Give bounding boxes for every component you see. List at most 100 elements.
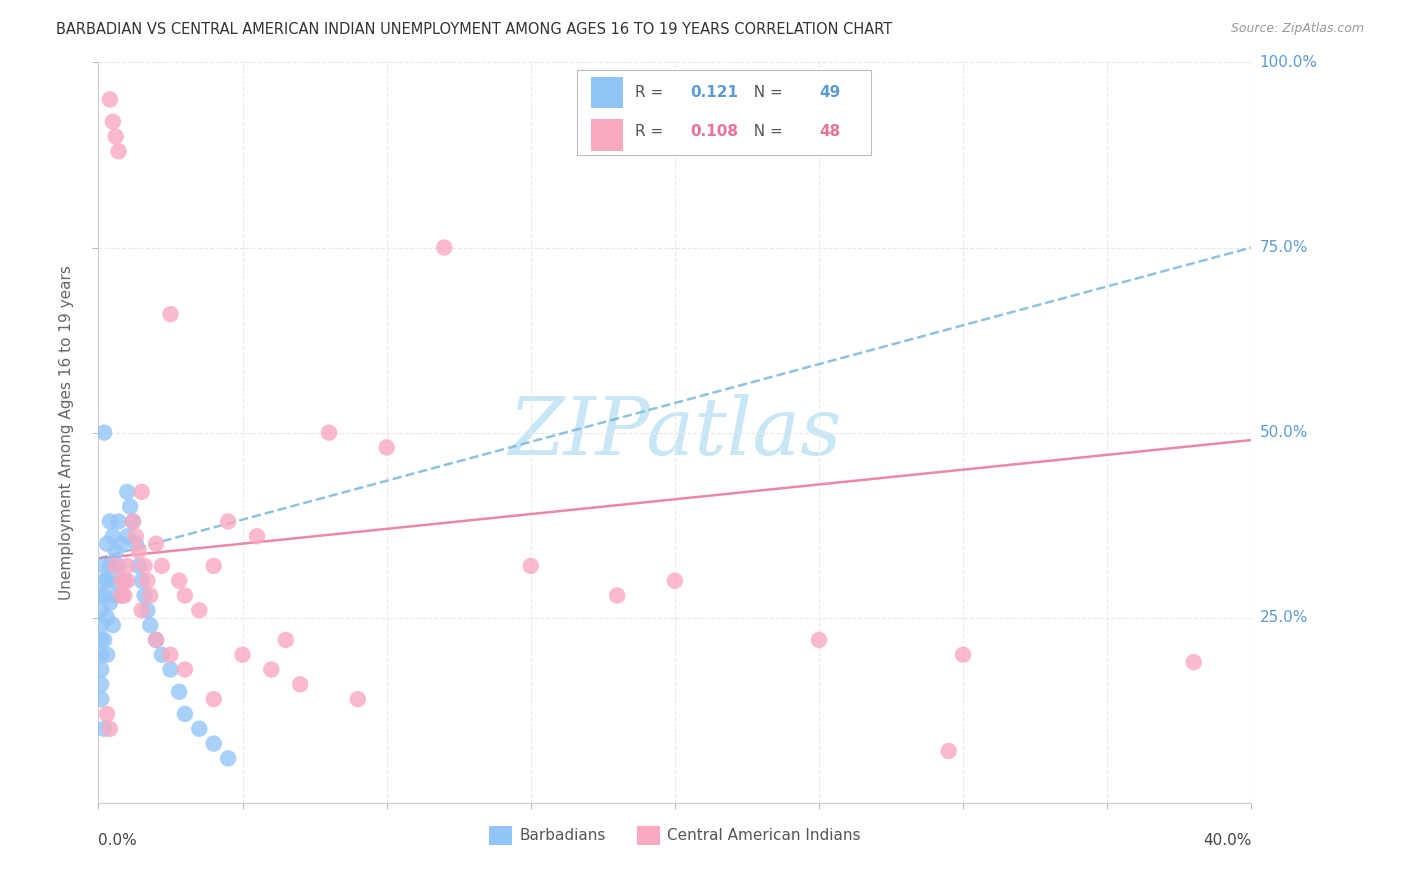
Point — [217, 515, 239, 529]
Point — [128, 558, 150, 573]
Point — [159, 648, 181, 662]
Point — [101, 529, 124, 543]
Point — [104, 544, 127, 558]
Point — [145, 632, 167, 647]
Point — [520, 558, 543, 573]
Point — [107, 145, 129, 159]
Point — [98, 722, 121, 736]
Point — [202, 692, 225, 706]
Text: 48: 48 — [820, 125, 841, 139]
Point — [93, 722, 115, 736]
Point — [217, 751, 239, 765]
Point — [98, 515, 121, 529]
Point — [96, 536, 118, 550]
Text: 0.0%: 0.0% — [98, 833, 138, 848]
Point — [110, 574, 132, 588]
Point — [188, 603, 211, 617]
Point — [202, 737, 225, 751]
Point — [93, 558, 115, 573]
Text: N =: N = — [744, 86, 787, 100]
Point — [101, 574, 124, 588]
Point — [136, 574, 159, 588]
Point — [290, 677, 312, 691]
Point — [145, 536, 167, 550]
Point — [101, 114, 124, 128]
Point — [104, 129, 127, 144]
Text: 0.108: 0.108 — [690, 125, 738, 139]
Point — [125, 536, 148, 550]
Point — [202, 558, 225, 573]
Point — [1182, 655, 1205, 669]
Point — [110, 589, 132, 603]
Point — [98, 92, 121, 106]
Point — [104, 589, 127, 603]
Point — [104, 558, 127, 573]
Point — [150, 648, 173, 662]
Point — [938, 744, 960, 758]
Point — [93, 589, 115, 603]
Point — [139, 589, 162, 603]
Point — [112, 574, 135, 588]
Point — [346, 692, 368, 706]
Point — [136, 603, 159, 617]
Y-axis label: Unemployment Among Ages 16 to 19 years: Unemployment Among Ages 16 to 19 years — [59, 265, 75, 600]
Legend: Barbadians, Central American Indians: Barbadians, Central American Indians — [484, 820, 866, 851]
Point — [174, 706, 197, 721]
Point — [90, 677, 112, 691]
Point — [122, 515, 145, 529]
Text: 25.0%: 25.0% — [1260, 610, 1308, 625]
Point — [150, 558, 173, 573]
FancyBboxPatch shape — [591, 77, 623, 108]
Text: BARBADIAN VS CENTRAL AMERICAN INDIAN UNEMPLOYMENT AMONG AGES 16 TO 19 YEARS CORR: BARBADIAN VS CENTRAL AMERICAN INDIAN UNE… — [56, 22, 893, 37]
Point — [231, 648, 254, 662]
Point — [134, 558, 156, 573]
Point — [117, 558, 139, 573]
Point — [120, 500, 142, 514]
FancyBboxPatch shape — [576, 70, 870, 155]
Point — [260, 663, 283, 677]
Point — [139, 618, 162, 632]
Text: 49: 49 — [820, 86, 841, 100]
Point — [318, 425, 340, 440]
Point — [90, 618, 112, 632]
Point — [664, 574, 686, 588]
Point — [117, 484, 139, 499]
Point — [174, 663, 197, 677]
Point — [96, 574, 118, 588]
Point — [952, 648, 974, 662]
Point — [112, 589, 135, 603]
Point — [90, 589, 112, 603]
Text: N =: N = — [744, 125, 787, 139]
Point — [117, 529, 139, 543]
Point — [131, 603, 153, 617]
Text: R =: R = — [634, 86, 668, 100]
Point — [110, 589, 132, 603]
Point — [93, 632, 115, 647]
Point — [90, 648, 112, 662]
Point — [174, 589, 197, 603]
Text: 50.0%: 50.0% — [1260, 425, 1308, 440]
Text: Source: ZipAtlas.com: Source: ZipAtlas.com — [1230, 22, 1364, 36]
Point — [93, 574, 115, 588]
Point — [125, 529, 148, 543]
Point — [159, 307, 181, 321]
Text: 40.0%: 40.0% — [1204, 833, 1251, 848]
Point — [110, 536, 132, 550]
Point — [107, 515, 129, 529]
Point — [375, 441, 398, 455]
Point — [606, 589, 628, 603]
Point — [246, 529, 269, 543]
Point — [96, 610, 118, 624]
Point — [274, 632, 297, 647]
Point — [433, 240, 456, 255]
Point — [117, 574, 139, 588]
Point — [131, 574, 153, 588]
Text: R =: R = — [634, 125, 668, 139]
Point — [107, 558, 129, 573]
Text: 0.121: 0.121 — [690, 86, 738, 100]
Point — [167, 574, 190, 588]
Point — [159, 663, 181, 677]
Point — [134, 589, 156, 603]
Point — [90, 632, 112, 647]
Point — [98, 596, 121, 610]
